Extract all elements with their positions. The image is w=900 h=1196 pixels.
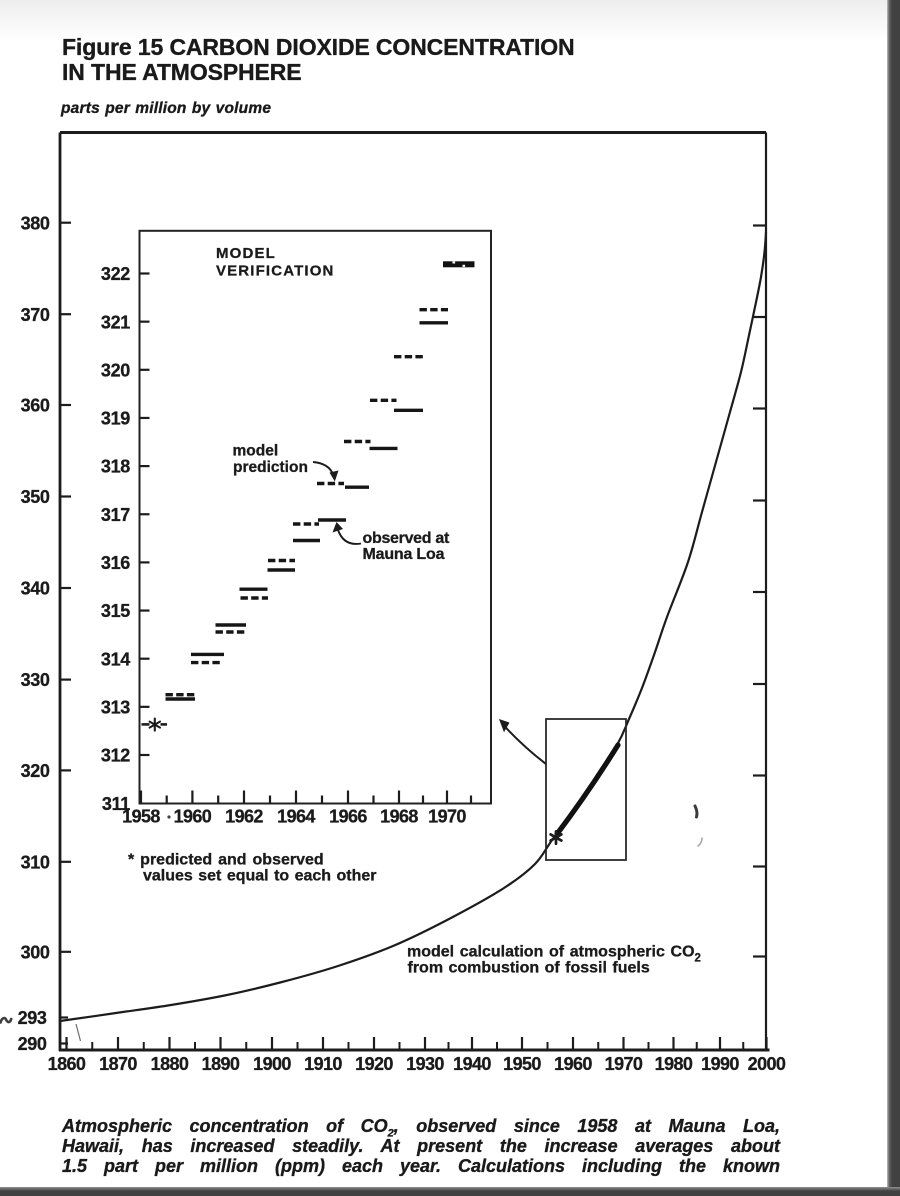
svg-text:293: 293 bbox=[18, 1008, 47, 1028]
svg-text:from combustion of fossil fuel: from combustion of fossil fuels bbox=[408, 959, 650, 976]
svg-text:* predicted and observed: * predicted and observed bbox=[128, 852, 324, 869]
svg-text:1860: 1860 bbox=[48, 1054, 86, 1074]
svg-text:1962: 1962 bbox=[225, 807, 263, 827]
svg-text:311: 311 bbox=[102, 794, 130, 814]
svg-text:320: 320 bbox=[21, 761, 50, 781]
svg-text:318: 318 bbox=[101, 457, 130, 477]
svg-text:model: model bbox=[233, 443, 279, 460]
svg-text:2000: 2000 bbox=[748, 1054, 786, 1074]
svg-text:380: 380 bbox=[21, 213, 50, 233]
svg-text:1960: 1960 bbox=[174, 807, 212, 827]
svg-text:313: 313 bbox=[101, 697, 130, 717]
svg-text:315: 315 bbox=[101, 601, 130, 621]
svg-text:1966: 1966 bbox=[329, 807, 367, 827]
svg-text:1900: 1900 bbox=[253, 1054, 291, 1074]
svg-text:1920: 1920 bbox=[355, 1054, 393, 1074]
svg-text:320: 320 bbox=[101, 360, 130, 380]
svg-text:1990: 1990 bbox=[701, 1054, 739, 1074]
svg-text:310: 310 bbox=[21, 852, 50, 872]
svg-text:1940: 1940 bbox=[453, 1054, 491, 1074]
svg-text:360: 360 bbox=[21, 396, 50, 416]
svg-text:observed at: observed at bbox=[363, 530, 450, 547]
svg-text:370: 370 bbox=[21, 305, 50, 325]
svg-text:1964: 1964 bbox=[277, 807, 315, 827]
svg-text:model calculation of atmospher: model calculation of atmospheric CO2 bbox=[407, 944, 701, 965]
svg-text:321: 321 bbox=[101, 312, 130, 332]
svg-text:Mauna Loa: Mauna Loa bbox=[363, 546, 445, 563]
svg-text:290: 290 bbox=[18, 1034, 47, 1054]
svg-text:1910: 1910 bbox=[304, 1054, 342, 1074]
svg-text:322: 322 bbox=[101, 264, 130, 284]
svg-text:values set equal to each other: values set equal to each other bbox=[143, 868, 377, 885]
svg-text:MODEL: MODEL bbox=[216, 245, 276, 262]
svg-text:314: 314 bbox=[101, 649, 130, 669]
svg-text:1958: 1958 bbox=[122, 807, 160, 827]
svg-text:1890: 1890 bbox=[202, 1054, 240, 1074]
svg-text:1970: 1970 bbox=[428, 807, 466, 827]
svg-text:350: 350 bbox=[21, 487, 50, 507]
svg-text:300: 300 bbox=[21, 942, 50, 962]
svg-text:1870: 1870 bbox=[99, 1054, 137, 1074]
svg-text:316: 316 bbox=[101, 553, 130, 573]
svg-text:1970: 1970 bbox=[605, 1054, 643, 1074]
svg-text:1960: 1960 bbox=[554, 1054, 592, 1074]
svg-text:340: 340 bbox=[21, 579, 50, 599]
svg-text:312: 312 bbox=[101, 746, 130, 766]
svg-text:VERIFICATION: VERIFICATION bbox=[216, 263, 335, 280]
svg-text:330: 330 bbox=[21, 670, 50, 690]
svg-text:319: 319 bbox=[101, 409, 130, 429]
svg-text:317: 317 bbox=[101, 505, 130, 525]
svg-text:prediction: prediction bbox=[233, 459, 308, 476]
svg-text:1980: 1980 bbox=[655, 1054, 693, 1074]
svg-text:1968: 1968 bbox=[380, 807, 418, 827]
svg-text:1880: 1880 bbox=[151, 1054, 189, 1074]
svg-text:1930: 1930 bbox=[406, 1054, 444, 1074]
svg-text:1950: 1950 bbox=[503, 1054, 541, 1074]
